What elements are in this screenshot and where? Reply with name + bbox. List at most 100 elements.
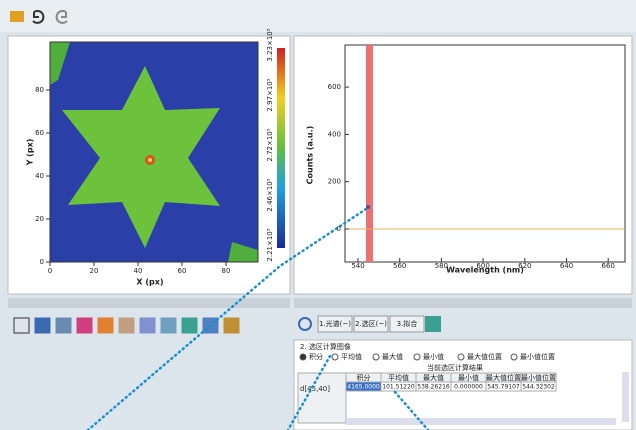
tab[interactable] <box>353 315 389 333</box>
row-header <box>297 372 347 424</box>
x-tick-label: 560 <box>393 262 406 270</box>
map-region <box>228 242 258 262</box>
column-header: 平均值 <box>388 373 409 382</box>
x-tick-label: 20 <box>90 267 99 275</box>
column-header: 最小值 <box>458 373 479 382</box>
radio-label: 最大值 <box>382 352 403 361</box>
radio-button[interactable] <box>413 353 421 361</box>
tool-button[interactable] <box>139 317 156 334</box>
undo-button[interactable] <box>32 9 45 24</box>
plot-frame <box>344 44 626 263</box>
radio-label: 最大值位置 <box>467 352 502 361</box>
table-scrollbar[interactable] <box>622 372 629 422</box>
table-scrollbar[interactable] <box>346 418 616 425</box>
radio-button[interactable] <box>457 353 465 361</box>
x-axis-label: Wavelength (nm) <box>446 266 524 275</box>
cell-value: 0.000000 <box>454 384 483 391</box>
x-tick-label: 0 <box>48 267 52 275</box>
radio-button[interactable] <box>331 353 339 361</box>
y-tick-label: 400 <box>328 130 341 138</box>
y-tick-label: 40 <box>35 172 44 180</box>
cursor-point <box>366 205 370 209</box>
cell-value: 538.26216 <box>417 384 450 391</box>
x-axis-label: X (px) <box>136 278 163 287</box>
y-tick-label: 0 <box>337 225 341 233</box>
tab[interactable] <box>317 315 353 333</box>
tool-button[interactable] <box>76 317 93 334</box>
y-axis-label: Counts (a.u.) <box>306 126 315 185</box>
tool-button[interactable] <box>181 317 198 334</box>
y-tick-label: 60 <box>35 129 44 137</box>
tab-label: 3.拟合 <box>397 319 418 328</box>
image-tools <box>13 317 240 334</box>
x-tick-label: 540 <box>351 262 364 270</box>
column-header: 最小值位置 <box>521 373 556 382</box>
tool-button[interactable] <box>34 317 51 334</box>
panel-title: 2. 选区计算图像 <box>300 342 351 351</box>
x-tick-label: 620 <box>518 262 531 270</box>
plot-frame <box>49 41 259 263</box>
tab-label: 1.光谱(~) <box>319 319 351 328</box>
cell-value: 545.79107 <box>487 384 520 391</box>
y-tick-label: 0 <box>40 258 44 266</box>
hot-spot <box>148 158 152 162</box>
radio-button[interactable] <box>372 353 380 361</box>
colorbar <box>277 48 285 248</box>
colorbar-label: 2.72×10⁵ <box>266 128 274 161</box>
colorbar-label: 3.23×10⁵ <box>266 28 274 61</box>
x-tick-label: 580 <box>435 262 448 270</box>
y-tick-label: 600 <box>328 83 341 91</box>
column-header: 最大值 <box>423 373 444 382</box>
radio-label: 平均值 <box>341 352 362 361</box>
x-tick-label: 80 <box>222 267 231 275</box>
selected-band <box>366 45 373 262</box>
x-tick-label: 40 <box>134 267 143 275</box>
column-header: 最大值位置 <box>486 373 521 382</box>
tab-label: 2.选区(~) <box>355 319 387 328</box>
tool-button[interactable] <box>118 317 135 334</box>
tool-button[interactable] <box>160 317 177 334</box>
tool-button[interactable] <box>13 317 30 334</box>
callout-lines <box>86 207 430 430</box>
x-tick-label: 660 <box>602 262 615 270</box>
tool-button[interactable] <box>55 317 72 334</box>
radio-button[interactable] <box>510 353 518 361</box>
open-button[interactable] <box>10 11 24 22</box>
radio-label: 最小值位置 <box>520 352 555 361</box>
cell-value: 101.51220 <box>382 384 415 391</box>
y-tick-label: 20 <box>35 215 44 223</box>
tool-button[interactable] <box>223 317 240 334</box>
result-table: 积分 4165.0000 平均值 101.51220 最大值 538.26216 最小值 0.… <box>345 372 557 392</box>
radio-label: 积分 <box>309 352 323 361</box>
map-region <box>50 42 70 85</box>
toolbar <box>0 0 636 32</box>
option-group: 积分 平均值 最大值 最小值 最大值位置 最小值位置 <box>299 352 555 361</box>
zoom-button[interactable] <box>298 317 312 331</box>
x-tick-label: 60 <box>178 267 187 275</box>
cell[interactable] <box>520 381 557 392</box>
colorbar-label: 2.21×10⁵ <box>266 228 274 261</box>
table-title: 当前选区计算结果 <box>427 363 483 372</box>
tab[interactable] <box>389 315 425 333</box>
y-tick-label: 80 <box>35 86 44 94</box>
scrollbar[interactable] <box>294 298 632 308</box>
star-region <box>62 66 220 248</box>
tool-button[interactable] <box>97 317 114 334</box>
scrollbar[interactable] <box>8 298 290 308</box>
cell-value: 4165.0000 <box>347 384 380 391</box>
x-tick-label: 640 <box>560 262 573 270</box>
column-header: 积分 <box>357 373 371 382</box>
radio-button[interactable] <box>299 353 307 361</box>
redo-button[interactable] <box>55 9 68 24</box>
export-button[interactable] <box>425 316 441 332</box>
radio-label: 最小值 <box>423 352 444 361</box>
colorbar-label: 2.97×10⁵ <box>266 78 274 111</box>
row-label: d[45,40] <box>300 385 330 393</box>
y-axis-label: Y (px) <box>26 139 35 167</box>
cell-value: 544.32302 <box>522 384 555 391</box>
tab-bar: 1.光谱(~) 2.选区(~) 3.拟合 <box>317 315 425 333</box>
colorbar-label: 2.46×10⁵ <box>266 178 274 211</box>
x-tick-label: 600 <box>476 262 489 270</box>
y-tick-label: 200 <box>328 178 341 186</box>
